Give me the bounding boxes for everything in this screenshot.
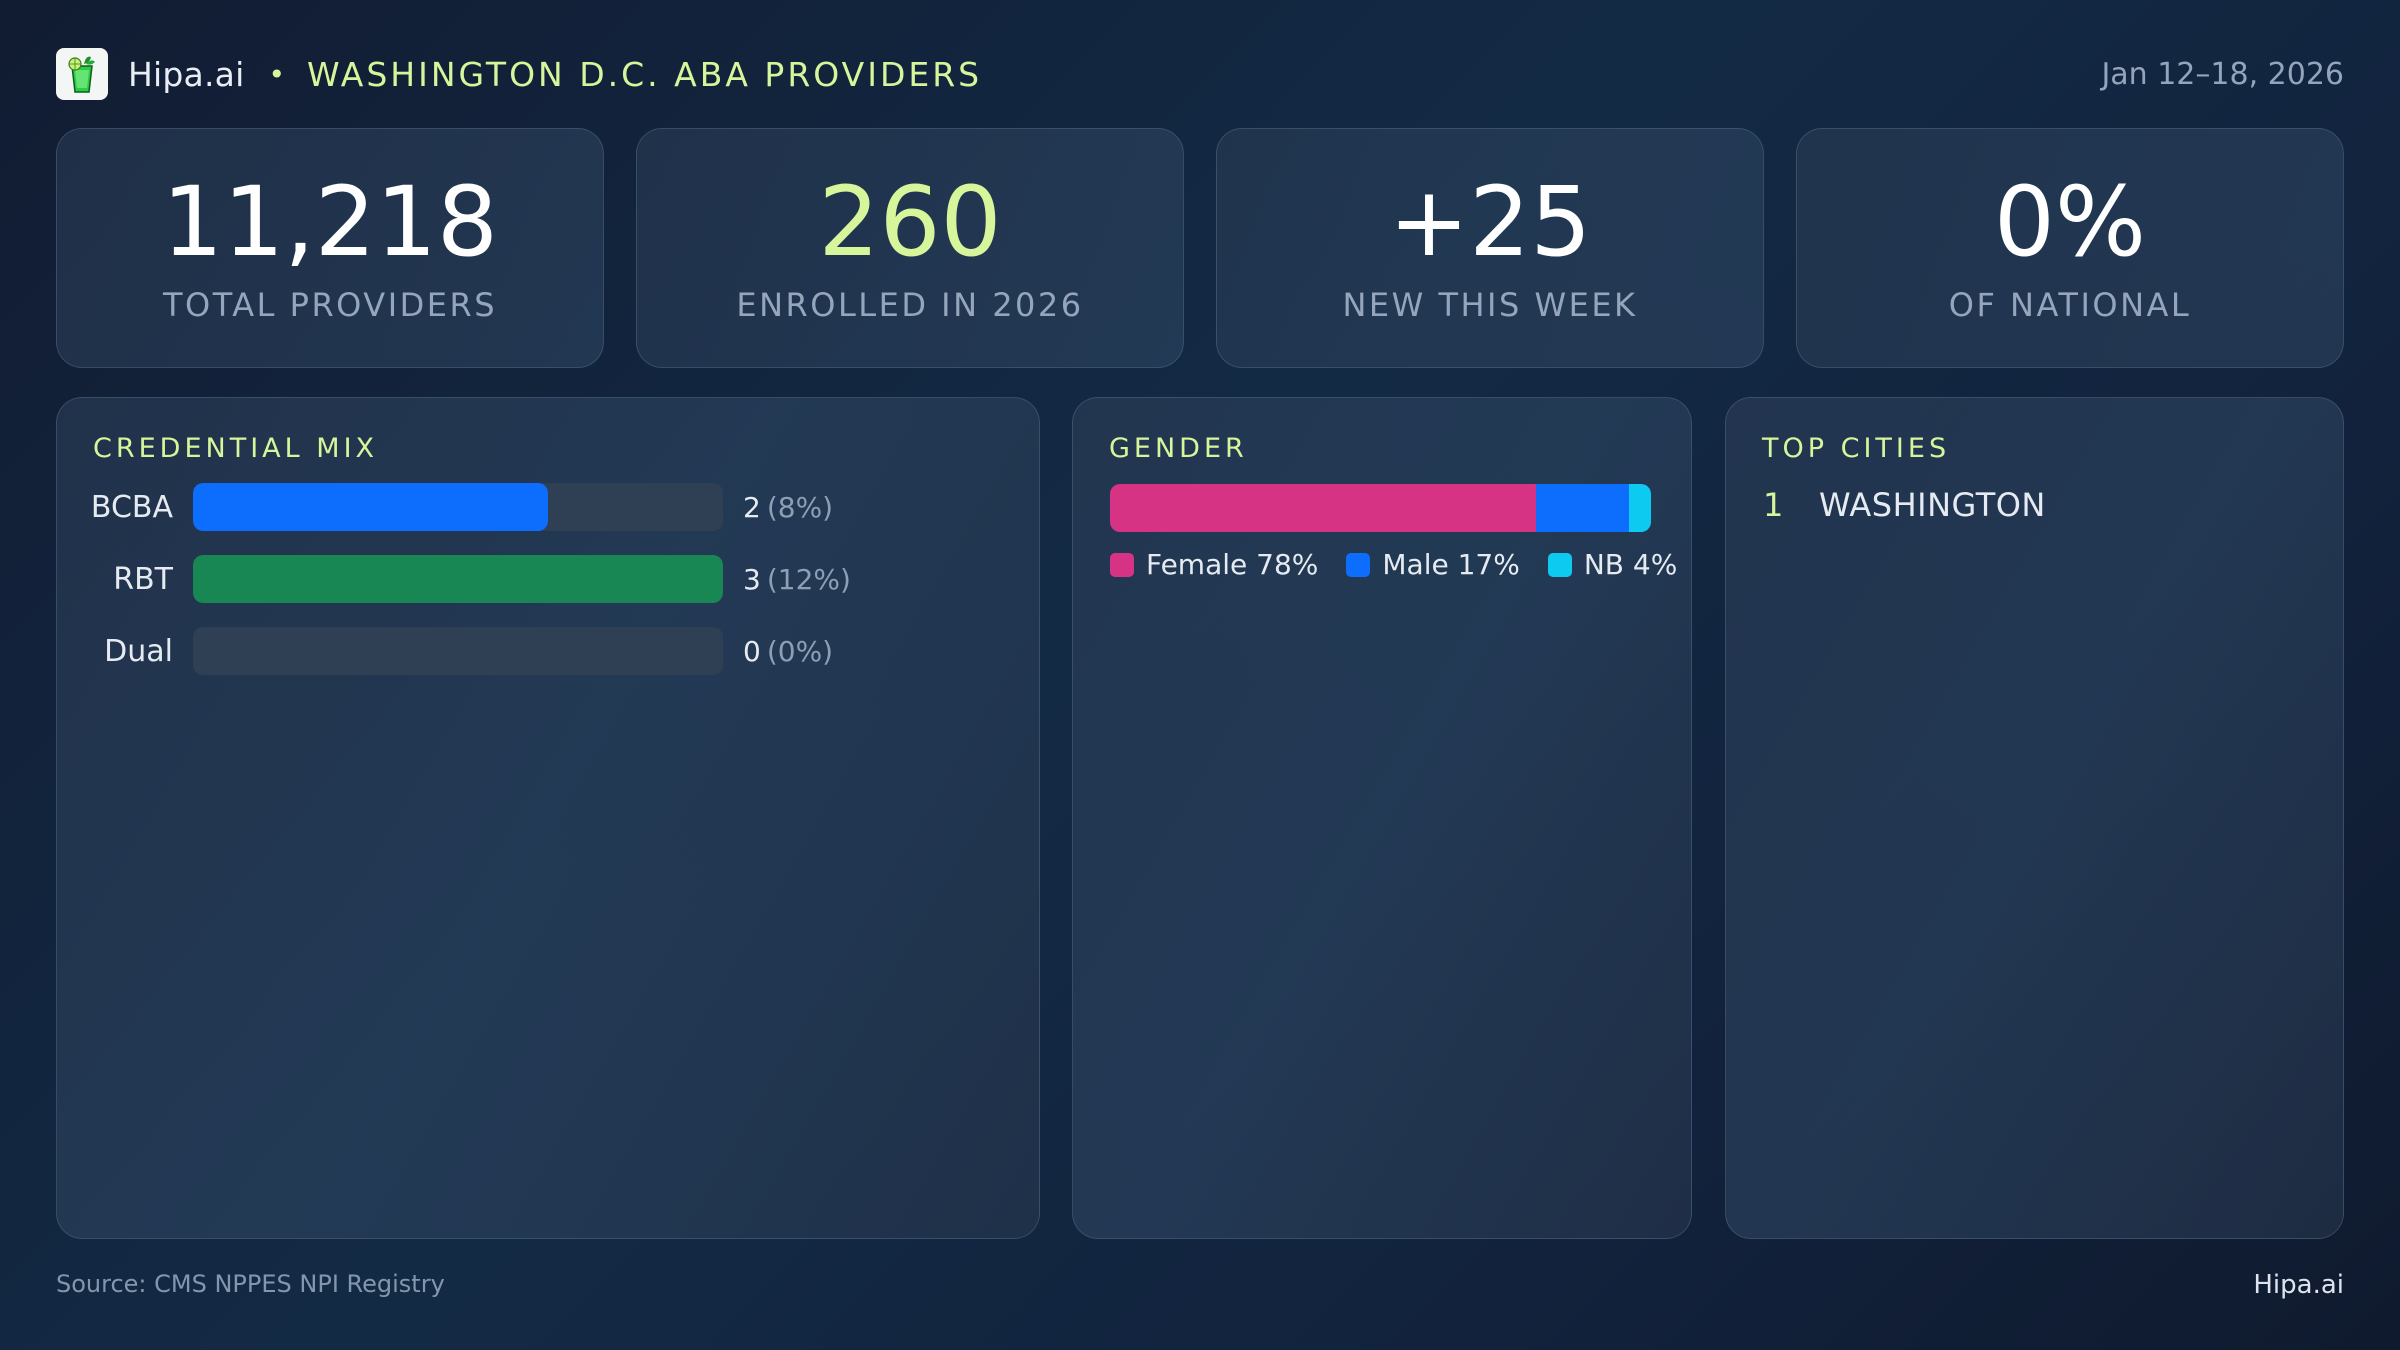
kpi-value: 11,218 xyxy=(162,166,498,278)
kpi-new-this-week: +25 NEW THIS WEEK xyxy=(1216,128,1764,368)
credential-value: 3 (12%) xyxy=(743,563,851,596)
city-list-item: 1 WASHINGTON xyxy=(1763,486,2046,524)
legend-item-female: Female 78% xyxy=(1110,548,1318,581)
credential-percent: (0%) xyxy=(766,634,834,668)
page-title: WASHINGTON D.C. ABA PROVIDERS xyxy=(306,54,983,94)
legend-item-male: Male 17% xyxy=(1346,548,1520,581)
credential-bar-fill xyxy=(193,483,549,531)
credential-bar-track xyxy=(193,555,723,603)
kpi-row: 11,218 TOTAL PROVIDERS 260 ENROLLED IN 2… xyxy=(56,128,2344,368)
credential-row-dual: Dual 0 (0%) xyxy=(57,627,1039,675)
gender-stacked-bar xyxy=(1110,484,1651,532)
credential-label: BCBA xyxy=(90,489,173,525)
kpi-value: 0% xyxy=(1993,166,2147,278)
legend-swatch-icon xyxy=(1547,552,1572,577)
top-cities-panel: TOP CITIES 1 WASHINGTON xyxy=(1725,397,2344,1239)
kpi-enrolled-2026: 260 ENROLLED IN 2026 xyxy=(636,128,1184,368)
panel-title: CREDENTIAL MIX xyxy=(93,433,379,464)
credential-label: Dual xyxy=(104,633,173,669)
credential-row-bcba: BCBA 2 (8%) xyxy=(57,483,1039,531)
panel-title: TOP CITIES xyxy=(1762,433,1951,464)
credential-count: 3 xyxy=(743,562,761,596)
kpi-value: 260 xyxy=(818,166,1002,278)
footer-brand: Hipa.ai xyxy=(2253,1270,2344,1300)
panel-title: GENDER xyxy=(1109,433,1248,464)
credential-count: 0 xyxy=(743,634,761,668)
legend-swatch-icon xyxy=(1110,552,1134,577)
gender-panel: GENDER Female 78% Male 17% NB 4% xyxy=(1072,397,1692,1239)
date-range: Jan 12–18, 2026 xyxy=(2101,56,2344,92)
credential-value: 0 (0%) xyxy=(743,635,833,668)
credential-percent: (8%) xyxy=(766,490,834,524)
source-note: Source: CMS NPPES NPI Registry xyxy=(56,1270,445,1298)
gender-segment-female xyxy=(1110,484,1536,532)
brand-name: Hipa.ai xyxy=(128,54,245,94)
credential-value: 2 (8%) xyxy=(743,491,833,524)
kpi-label: OF NATIONAL xyxy=(1948,286,2192,324)
credential-bar-track xyxy=(193,483,723,531)
kpi-value: +25 xyxy=(1388,166,1592,278)
credential-row-rbt: RBT 3 (12%) xyxy=(57,555,1039,603)
credential-mix-panel: CREDENTIAL MIX BCBA 2 (8%) RBT 3 (12%) Dua… xyxy=(56,397,1040,1239)
credential-bar-fill xyxy=(193,555,723,603)
gender-legend: Female 78% Male 17% NB 4% xyxy=(1110,548,1677,581)
legend-label: NB 4% xyxy=(1583,548,1678,581)
credential-count: 2 xyxy=(743,490,761,524)
kpi-of-national: 0% OF NATIONAL xyxy=(1796,128,2344,368)
city-rank: 1 xyxy=(1763,486,1784,524)
credential-label: RBT xyxy=(113,561,173,597)
mojito-glass-icon xyxy=(56,48,108,100)
gender-segment-male xyxy=(1535,484,1629,532)
legend-label: Female 78% xyxy=(1146,548,1319,581)
kpi-label: NEW THIS WEEK xyxy=(1342,286,1638,324)
legend-item-nb: NB 4% xyxy=(1547,548,1678,581)
header: Hipa.ai • WASHINGTON D.C. ABA PROVIDERS … xyxy=(56,46,2344,102)
credential-percent: (12%) xyxy=(766,562,851,596)
legend-label: Male 17% xyxy=(1382,548,1520,581)
kpi-label: ENROLLED IN 2026 xyxy=(736,286,1084,324)
kpi-total-providers: 11,218 TOTAL PROVIDERS xyxy=(56,128,604,368)
kpi-label: TOTAL PROVIDERS xyxy=(162,286,498,324)
legend-swatch-icon xyxy=(1346,552,1371,577)
title-separator: • xyxy=(268,57,285,91)
credential-bar-track xyxy=(193,627,723,675)
gender-segment-nb xyxy=(1628,484,1651,532)
city-name: WASHINGTON xyxy=(1819,486,2046,524)
